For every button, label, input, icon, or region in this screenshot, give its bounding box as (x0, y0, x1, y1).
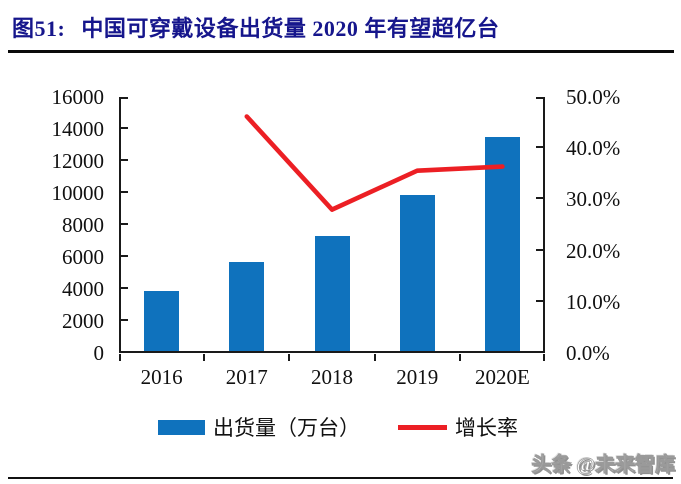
x-axis-label-2017: 2017 (225, 365, 268, 389)
bar-2016 (144, 290, 180, 353)
left-axis-tick (121, 191, 128, 193)
right-axis-tick-label: 40.0% (566, 136, 621, 161)
right-axis-tick (536, 146, 543, 149)
x-axis-label-2018: 2018 (311, 365, 353, 389)
left-axis-tick-label: 10000 (51, 181, 105, 205)
title-divider (8, 50, 674, 53)
x-axis-tick (288, 354, 291, 361)
left-axis-tick-label: 4000 (62, 277, 104, 301)
right-axis-line (543, 97, 545, 353)
bottom-divider (8, 477, 673, 479)
watermark: 头条 @未来智库 (531, 454, 675, 477)
legend-label-shipments: 出货量（万台） (213, 416, 360, 440)
left-axis-tick (121, 223, 128, 225)
plot-area (119, 97, 545, 361)
left-axis-tick-label: 8000 (62, 213, 104, 237)
right-axis-tick (536, 248, 543, 251)
right-axis-tick (536, 299, 543, 302)
left-axis-line (119, 97, 121, 353)
figure-number: 图51: (12, 16, 66, 41)
right-axis-tick-label: 30.0% (566, 187, 621, 212)
bar-2020E (484, 137, 520, 353)
left-axis-tick (121, 255, 128, 257)
x-axis-line (119, 351, 545, 353)
left-axis-labels: 0 2000 4000 6000 8000 10000 12000 14000 16000 (0, 86, 105, 364)
figure-title-text: 中国可穿戴设备出货量 2020 年有望超亿台 (81, 16, 500, 41)
left-axis-tick-label: 16000 (51, 85, 105, 109)
left-axis-tick-label: 12000 (51, 149, 105, 173)
x-axis-tick (543, 354, 545, 361)
x-axis-tick (373, 354, 376, 361)
left-axis-tick (121, 319, 128, 321)
bar-2019 (399, 194, 435, 353)
x-axis-label-2019: 2019 (396, 365, 439, 389)
legend: 出货量（万台） 增长率 (158, 413, 518, 441)
left-axis-tick (121, 97, 128, 99)
x-axis-tick (203, 354, 206, 361)
right-axis-tick-label: 20.0% (566, 238, 621, 263)
x-axis-tick (458, 354, 461, 361)
legend-swatch-shipments (158, 419, 205, 435)
left-axis-tick (121, 159, 128, 161)
bar-2018 (314, 236, 350, 353)
legend-swatch-growth (398, 424, 447, 430)
left-axis-tick-label: 0 (93, 341, 105, 365)
x-axis-labels: 2016 2017 2018 2019 2020E (119, 364, 545, 390)
x-axis-tick (119, 354, 121, 361)
left-axis-tick (121, 287, 128, 289)
right-axis-tick-label: 0.0% (566, 341, 610, 365)
figure-title: 图51: 中国可穿戴设备出货量 2020 年有望超亿台 (12, 10, 499, 44)
right-axis-labels: 0.0% 10.0% 20.0% 30.0% 40.0% 50.0% (566, 86, 656, 364)
x-axis-label-2020E: 2020E (474, 365, 530, 389)
left-axis-tick-label: 2000 (62, 309, 104, 333)
growth-rate-polyline (244, 114, 505, 212)
left-axis-tick (121, 127, 128, 129)
legend-label-growth: 增长率 (455, 416, 518, 440)
left-axis-tick-label: 6000 (62, 245, 104, 269)
right-axis-tick (536, 97, 543, 99)
right-axis-tick (536, 197, 543, 200)
right-axis-tick-label: 50.0% (566, 85, 621, 109)
right-axis-tick (536, 351, 543, 353)
right-axis-tick-label: 10.0% (566, 289, 621, 314)
bar-2017 (229, 261, 265, 353)
left-axis-tick (121, 351, 128, 353)
left-axis-tick-label: 14000 (51, 117, 105, 141)
growth-rate-line (244, 114, 505, 212)
x-axis-label-2016: 2016 (140, 365, 183, 389)
